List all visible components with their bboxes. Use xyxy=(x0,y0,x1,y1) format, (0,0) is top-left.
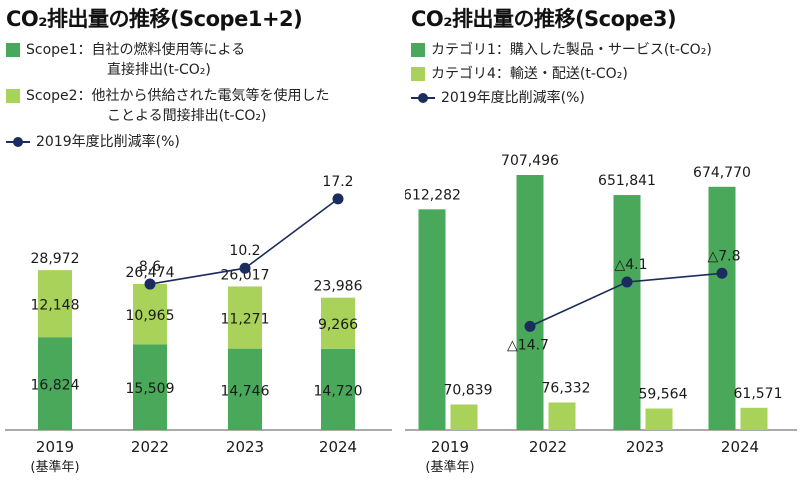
label-cat1-2022: 707,496 xyxy=(501,153,559,169)
tick-label-2023: 2023 xyxy=(626,438,664,456)
label-scope2-2019: 12,148 xyxy=(31,298,80,314)
label-total-2022: 26,474 xyxy=(126,265,175,281)
tick-label-2023: 2023 xyxy=(226,438,264,456)
tick-label-2024: 2024 xyxy=(319,438,357,456)
label-total-2024: 23,986 xyxy=(314,279,363,295)
legend-dot-icon xyxy=(418,93,428,103)
label-cat4-2022: 76,332 xyxy=(542,380,591,396)
legend-label-scope1-line2: 直接排出(t-CO₂) xyxy=(107,62,211,78)
bar-scope1-2019 xyxy=(38,337,72,430)
bar-scope2-2023 xyxy=(228,286,262,349)
legend-label-reduction-scope3: 2019年度比削減率(%) xyxy=(441,90,585,106)
legend-label-scope1: Scope1：自社の燃料使用等による xyxy=(26,42,246,58)
scope3-chart: 612,282 70,839 2019 (基準年) 707,496 76,332 2022 6… xyxy=(405,153,797,475)
legend-label-reduction: 2019年度比削減率(%) xyxy=(36,134,180,150)
bar-cat4-2023 xyxy=(645,408,673,430)
reduction-point-2024 xyxy=(332,193,344,205)
reduction-label-2023: △4.1 xyxy=(614,257,647,273)
tick-label-2024: 2024 xyxy=(721,438,759,456)
reduction-point-2023 xyxy=(239,262,251,274)
label-scope1-2023: 14,746 xyxy=(221,383,270,399)
scope12-chart: 16,824 12,148 28,972 2019 (基準年) 15,509 10,965 2… xyxy=(5,174,392,475)
label-total-2023: 26,017 xyxy=(221,267,270,283)
legend-label-cat4: カテゴリ4：輸送・配送(t-CO₂) xyxy=(431,66,628,82)
legend-label-scope2: Scope2：他社から供給された電気等を使用した xyxy=(26,88,330,104)
bar-scope2-2024 xyxy=(321,297,355,349)
legend-swatch-cat4 xyxy=(411,67,425,81)
label-scope2-2024: 9,266 xyxy=(318,317,358,333)
label-total-2019: 28,972 xyxy=(31,251,80,267)
label-cat1-2019: 612,282 xyxy=(405,187,461,203)
reduction-label-2024: 17.2 xyxy=(322,174,353,190)
tick-label-2019: 2019 xyxy=(36,438,74,456)
bar-scope1-2022 xyxy=(133,344,167,430)
legend-dot-icon xyxy=(13,137,23,147)
label-scope1-2019: 16,824 xyxy=(31,378,80,394)
tick-sublabel-2019: (基準年) xyxy=(425,459,474,475)
scope3-panel: CO₂排出量の推移(Scope3) カテゴリ1：購入した製品・サービス(t-CO… xyxy=(405,0,801,480)
label-scope2-2023: 11,271 xyxy=(221,312,270,328)
bar-scope1-2024 xyxy=(321,348,355,430)
bar-cat1-2019 xyxy=(418,209,446,430)
legend-swatch-scope1 xyxy=(6,43,20,57)
bar-scope1-2023 xyxy=(228,348,262,430)
bar-cat4-2022 xyxy=(548,402,576,430)
tick-label-2022: 2022 xyxy=(131,438,169,456)
bar-cat1-2023 xyxy=(613,195,641,430)
scope12-title: CO₂排出量の推移(Scope1+2) xyxy=(6,7,303,31)
scope12-panel: CO₂排出量の推移(Scope1+2) Scope1：自社の燃料使用等による 直… xyxy=(0,0,395,480)
scope3-title: CO₂排出量の推移(Scope3) xyxy=(411,7,677,31)
legend-label-cat1: カテゴリ1：購入した製品・サービス(t-CO₂) xyxy=(431,42,712,58)
tick-label-2019: 2019 xyxy=(431,438,469,456)
label-cat1-2023: 651,841 xyxy=(598,173,656,189)
reduction-point-2023 xyxy=(621,276,633,288)
bar-scope2-2022 xyxy=(133,283,167,345)
bar-scope2-2019 xyxy=(38,270,72,338)
legend-label-scope2-line2: ことよる間接排出(t-CO₂) xyxy=(107,108,267,124)
bar-cat4-2019 xyxy=(450,404,478,430)
label-cat1-2024: 674,770 xyxy=(693,165,751,181)
tick-sublabel-2019: (基準年) xyxy=(30,459,79,475)
label-scope2-2022: 10,965 xyxy=(126,308,175,324)
reduction-point-2022 xyxy=(144,278,156,290)
bar-cat1-2024 xyxy=(708,186,736,430)
bar-cat4-2024 xyxy=(740,407,768,430)
tick-label-2022: 2022 xyxy=(529,438,567,456)
label-cat4-2024: 61,571 xyxy=(734,386,783,402)
legend-swatch-cat1 xyxy=(411,43,425,57)
label-cat4-2019: 70,839 xyxy=(444,382,493,398)
reduction-label-2022: 8.6 xyxy=(139,259,161,275)
reduction-point-2022 xyxy=(524,320,536,332)
reduction-label-2024: △7.8 xyxy=(707,248,740,264)
reduction-label-2023: 10.2 xyxy=(229,243,260,259)
reduction-label-2022: △14.7 xyxy=(507,337,549,353)
legend-swatch-scope2 xyxy=(6,89,20,103)
label-scope1-2024: 14,720 xyxy=(314,383,363,399)
bar-cat1-2022 xyxy=(516,175,544,430)
reduction-point-2024 xyxy=(716,267,728,279)
label-scope1-2022: 15,509 xyxy=(126,381,175,397)
label-cat4-2023: 59,564 xyxy=(639,387,688,403)
